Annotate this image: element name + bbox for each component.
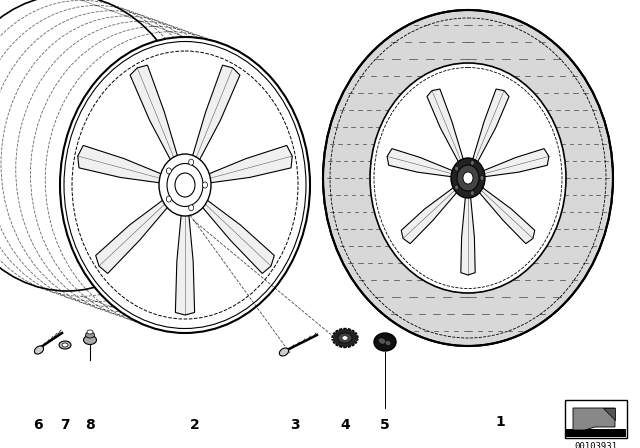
- Polygon shape: [195, 194, 275, 273]
- Ellipse shape: [62, 343, 68, 347]
- Ellipse shape: [60, 37, 310, 333]
- Ellipse shape: [463, 172, 473, 184]
- Ellipse shape: [35, 346, 44, 354]
- Text: 7: 7: [60, 418, 70, 432]
- Ellipse shape: [323, 10, 613, 346]
- Text: 5: 5: [380, 418, 390, 432]
- Ellipse shape: [189, 159, 194, 165]
- Ellipse shape: [167, 164, 203, 207]
- Bar: [566, 429, 626, 437]
- Text: 3: 3: [290, 418, 300, 432]
- Ellipse shape: [87, 330, 93, 334]
- Text: 1: 1: [495, 415, 505, 429]
- Ellipse shape: [280, 348, 289, 356]
- Ellipse shape: [470, 191, 474, 196]
- Polygon shape: [77, 146, 172, 184]
- Ellipse shape: [166, 168, 172, 174]
- Polygon shape: [603, 408, 615, 420]
- Text: 4: 4: [340, 418, 350, 432]
- Polygon shape: [175, 202, 195, 315]
- Ellipse shape: [175, 173, 195, 197]
- Polygon shape: [189, 65, 240, 171]
- Ellipse shape: [370, 63, 566, 293]
- Ellipse shape: [342, 336, 348, 340]
- Polygon shape: [479, 149, 549, 177]
- Ellipse shape: [59, 341, 71, 349]
- Ellipse shape: [454, 185, 459, 190]
- Polygon shape: [471, 89, 509, 167]
- Text: 8: 8: [85, 418, 95, 432]
- Ellipse shape: [374, 333, 396, 351]
- Ellipse shape: [189, 205, 194, 211]
- Polygon shape: [387, 149, 457, 177]
- Ellipse shape: [202, 182, 207, 188]
- Ellipse shape: [451, 158, 485, 198]
- Ellipse shape: [480, 176, 484, 181]
- Polygon shape: [199, 146, 292, 184]
- Polygon shape: [96, 194, 175, 273]
- Ellipse shape: [454, 166, 459, 171]
- Polygon shape: [461, 192, 475, 275]
- Ellipse shape: [470, 160, 474, 165]
- Polygon shape: [427, 89, 465, 167]
- Ellipse shape: [332, 328, 358, 348]
- Ellipse shape: [159, 154, 211, 216]
- Ellipse shape: [86, 332, 95, 338]
- Text: 6: 6: [33, 418, 43, 432]
- Polygon shape: [130, 65, 181, 171]
- Ellipse shape: [378, 338, 386, 344]
- Polygon shape: [573, 408, 615, 430]
- Ellipse shape: [166, 196, 172, 202]
- Text: 2: 2: [190, 418, 200, 432]
- Ellipse shape: [83, 336, 97, 345]
- Polygon shape: [476, 185, 535, 244]
- Ellipse shape: [457, 165, 479, 191]
- Polygon shape: [401, 185, 460, 244]
- Ellipse shape: [338, 333, 352, 343]
- Ellipse shape: [385, 340, 391, 345]
- Text: 00103931: 00103931: [575, 442, 618, 448]
